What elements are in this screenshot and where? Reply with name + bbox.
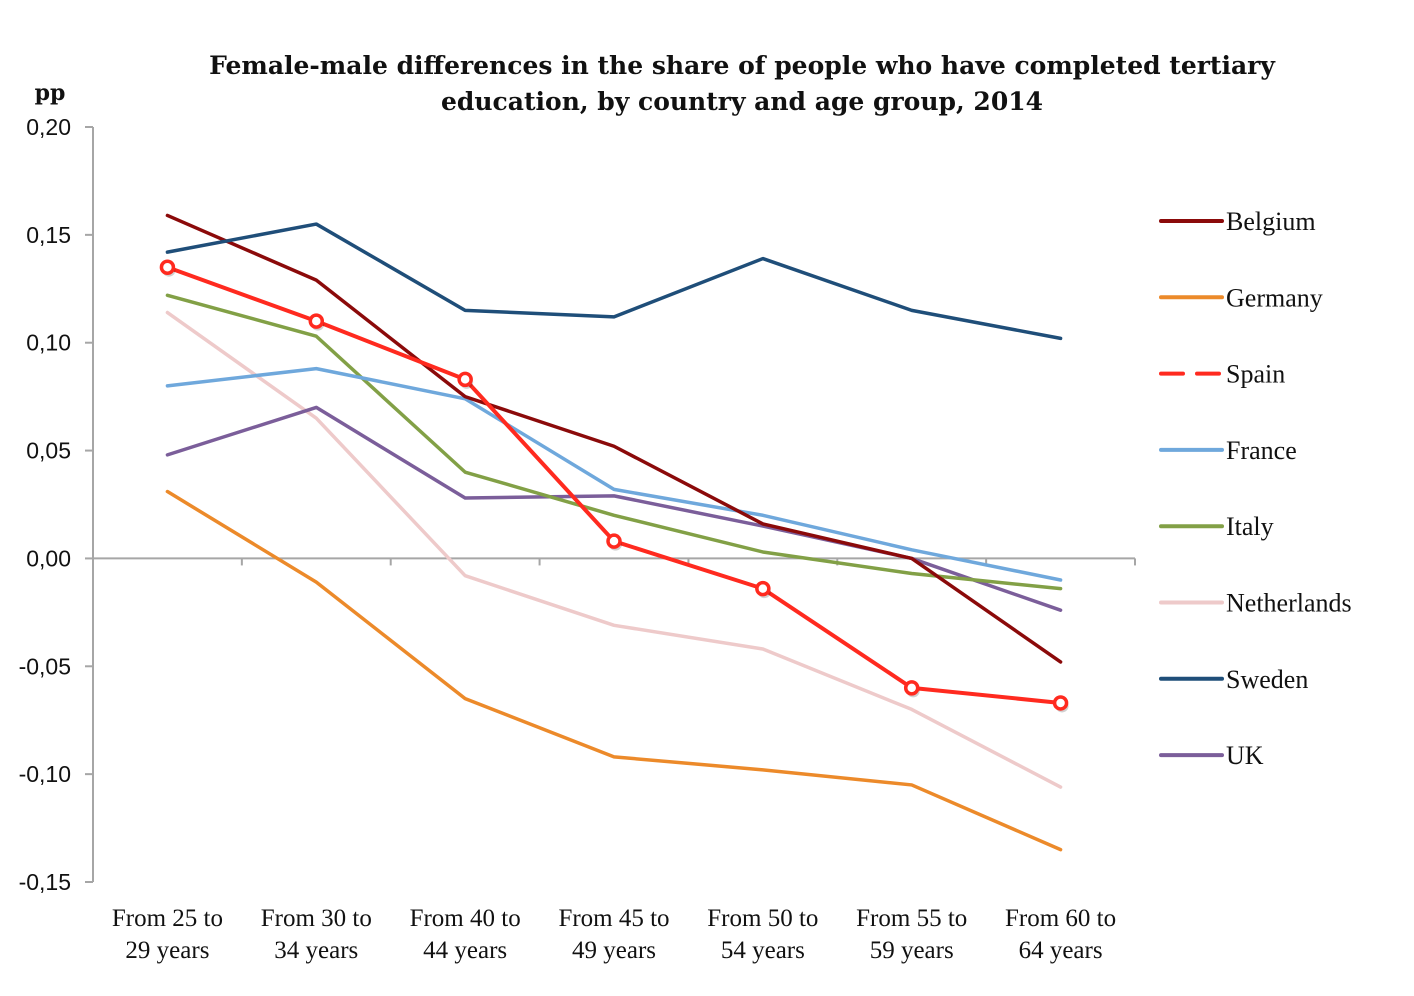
x-tick-label-line: From 60 to — [1005, 905, 1116, 932]
series-spain — [159, 259, 1069, 713]
series-line-netherlands — [165, 310, 1063, 789]
x-tick-label-line: From 50 to — [707, 905, 818, 932]
legend-label-france: France — [1226, 436, 1297, 465]
y-tick-label: 0,05 — [26, 438, 71, 464]
y-tick-label: 0,00 — [26, 545, 71, 571]
legend-label-spain: Spain — [1226, 360, 1285, 389]
x-tick-label-line: From 55 to — [856, 905, 967, 932]
data-point-spain — [1052, 695, 1069, 711]
x-tick-label-line: 59 years — [870, 937, 954, 964]
data-point-spain — [903, 680, 920, 696]
chart-title-line-1: Female-male differences in the share of … — [209, 51, 1276, 80]
series-line-france — [165, 366, 1063, 582]
legend-item-germany: Germany — [1159, 283, 1323, 312]
data-point-spain — [755, 580, 771, 597]
y-tick-label: -0,15 — [19, 869, 71, 895]
series-italy — [165, 293, 1063, 591]
x-tick-label-line: From 30 to — [261, 905, 372, 932]
x-tick-label-line: From 45 to — [558, 905, 669, 932]
series-germany — [165, 489, 1063, 852]
series-belgium — [165, 213, 1063, 664]
x-tick-label: From 50 to 54 years — [707, 905, 818, 964]
x-tick-label-line: From 40 to — [410, 905, 521, 932]
series-line-sweden — [165, 222, 1063, 341]
legend-label-netherlands: Netherlands — [1226, 589, 1352, 618]
legend-item-spain: Spain — [1159, 360, 1285, 389]
legend-item-france: France — [1159, 436, 1297, 465]
x-tick-label-line: 49 years — [572, 937, 656, 964]
data-point-spain — [308, 313, 325, 329]
legend-label-italy: Italy — [1226, 512, 1274, 541]
x-tick-label: From 60 to 64 years — [1005, 905, 1116, 964]
series-netherlands — [165, 310, 1063, 789]
series-line-italy — [165, 293, 1063, 591]
series-sweden — [165, 222, 1063, 341]
x-tick-label: From 25 to 29 years — [112, 905, 223, 964]
y-tick-label: -0,05 — [19, 653, 71, 679]
series-france — [165, 366, 1063, 582]
series-uk — [165, 405, 1063, 612]
legend-item-netherlands: Netherlands — [1159, 589, 1352, 618]
x-tick-label: From 55 to 59 years — [856, 905, 967, 964]
x-tick-label-line: 54 years — [721, 937, 805, 964]
x-tick-label-line: 34 years — [274, 937, 358, 964]
legend-label-uk: UK — [1226, 741, 1264, 770]
chart-title-line-2: education, by country and age group, 201… — [441, 87, 1043, 116]
legend-item-italy: Italy — [1159, 512, 1274, 541]
y-tick-label: 0,10 — [26, 330, 71, 356]
chart-title: Female-male differences in the share of … — [209, 51, 1276, 116]
y-axis-ticks: 0,20 0,15 0,10 0,05 0,00 -0,05 -0,10 -0,15 — [19, 114, 93, 895]
x-tick-label: From 40 to 44 years — [410, 905, 521, 964]
axes — [92, 127, 1136, 882]
legend-label-germany: Germany — [1226, 283, 1323, 312]
series-line-germany — [165, 489, 1063, 852]
y-tick-label: 0,15 — [26, 222, 71, 248]
legend-label-belgium: Belgium — [1226, 207, 1316, 236]
series-lines — [159, 213, 1069, 852]
data-point-spain — [159, 259, 176, 275]
data-point-spain — [606, 533, 622, 549]
x-tick-label: From 45 to 49 years — [558, 905, 669, 964]
legend: Belgium Germany Spain France Italy Netherland… — [1159, 207, 1352, 770]
y-tick-label: 0,20 — [26, 114, 71, 140]
data-point-spain — [457, 371, 473, 388]
series-line-belgium — [165, 213, 1063, 664]
x-tick-label-line: From 25 to — [112, 905, 223, 932]
x-tick-label-line: 64 years — [1019, 937, 1103, 964]
legend-item-sweden: Sweden — [1159, 665, 1308, 694]
legend-item-uk: UK — [1159, 741, 1264, 770]
legend-label-sweden: Sweden — [1226, 665, 1308, 694]
x-tick-label: From 30 to 34 years — [261, 905, 372, 964]
legend-item-belgium: Belgium — [1159, 207, 1316, 236]
x-tick-label-line: 44 years — [423, 937, 507, 964]
y-axis-unit-label: pp — [35, 80, 66, 106]
y-tick-label: -0,10 — [19, 761, 71, 787]
x-tick-label-line: 29 years — [125, 937, 209, 964]
series-line-uk — [165, 405, 1063, 612]
